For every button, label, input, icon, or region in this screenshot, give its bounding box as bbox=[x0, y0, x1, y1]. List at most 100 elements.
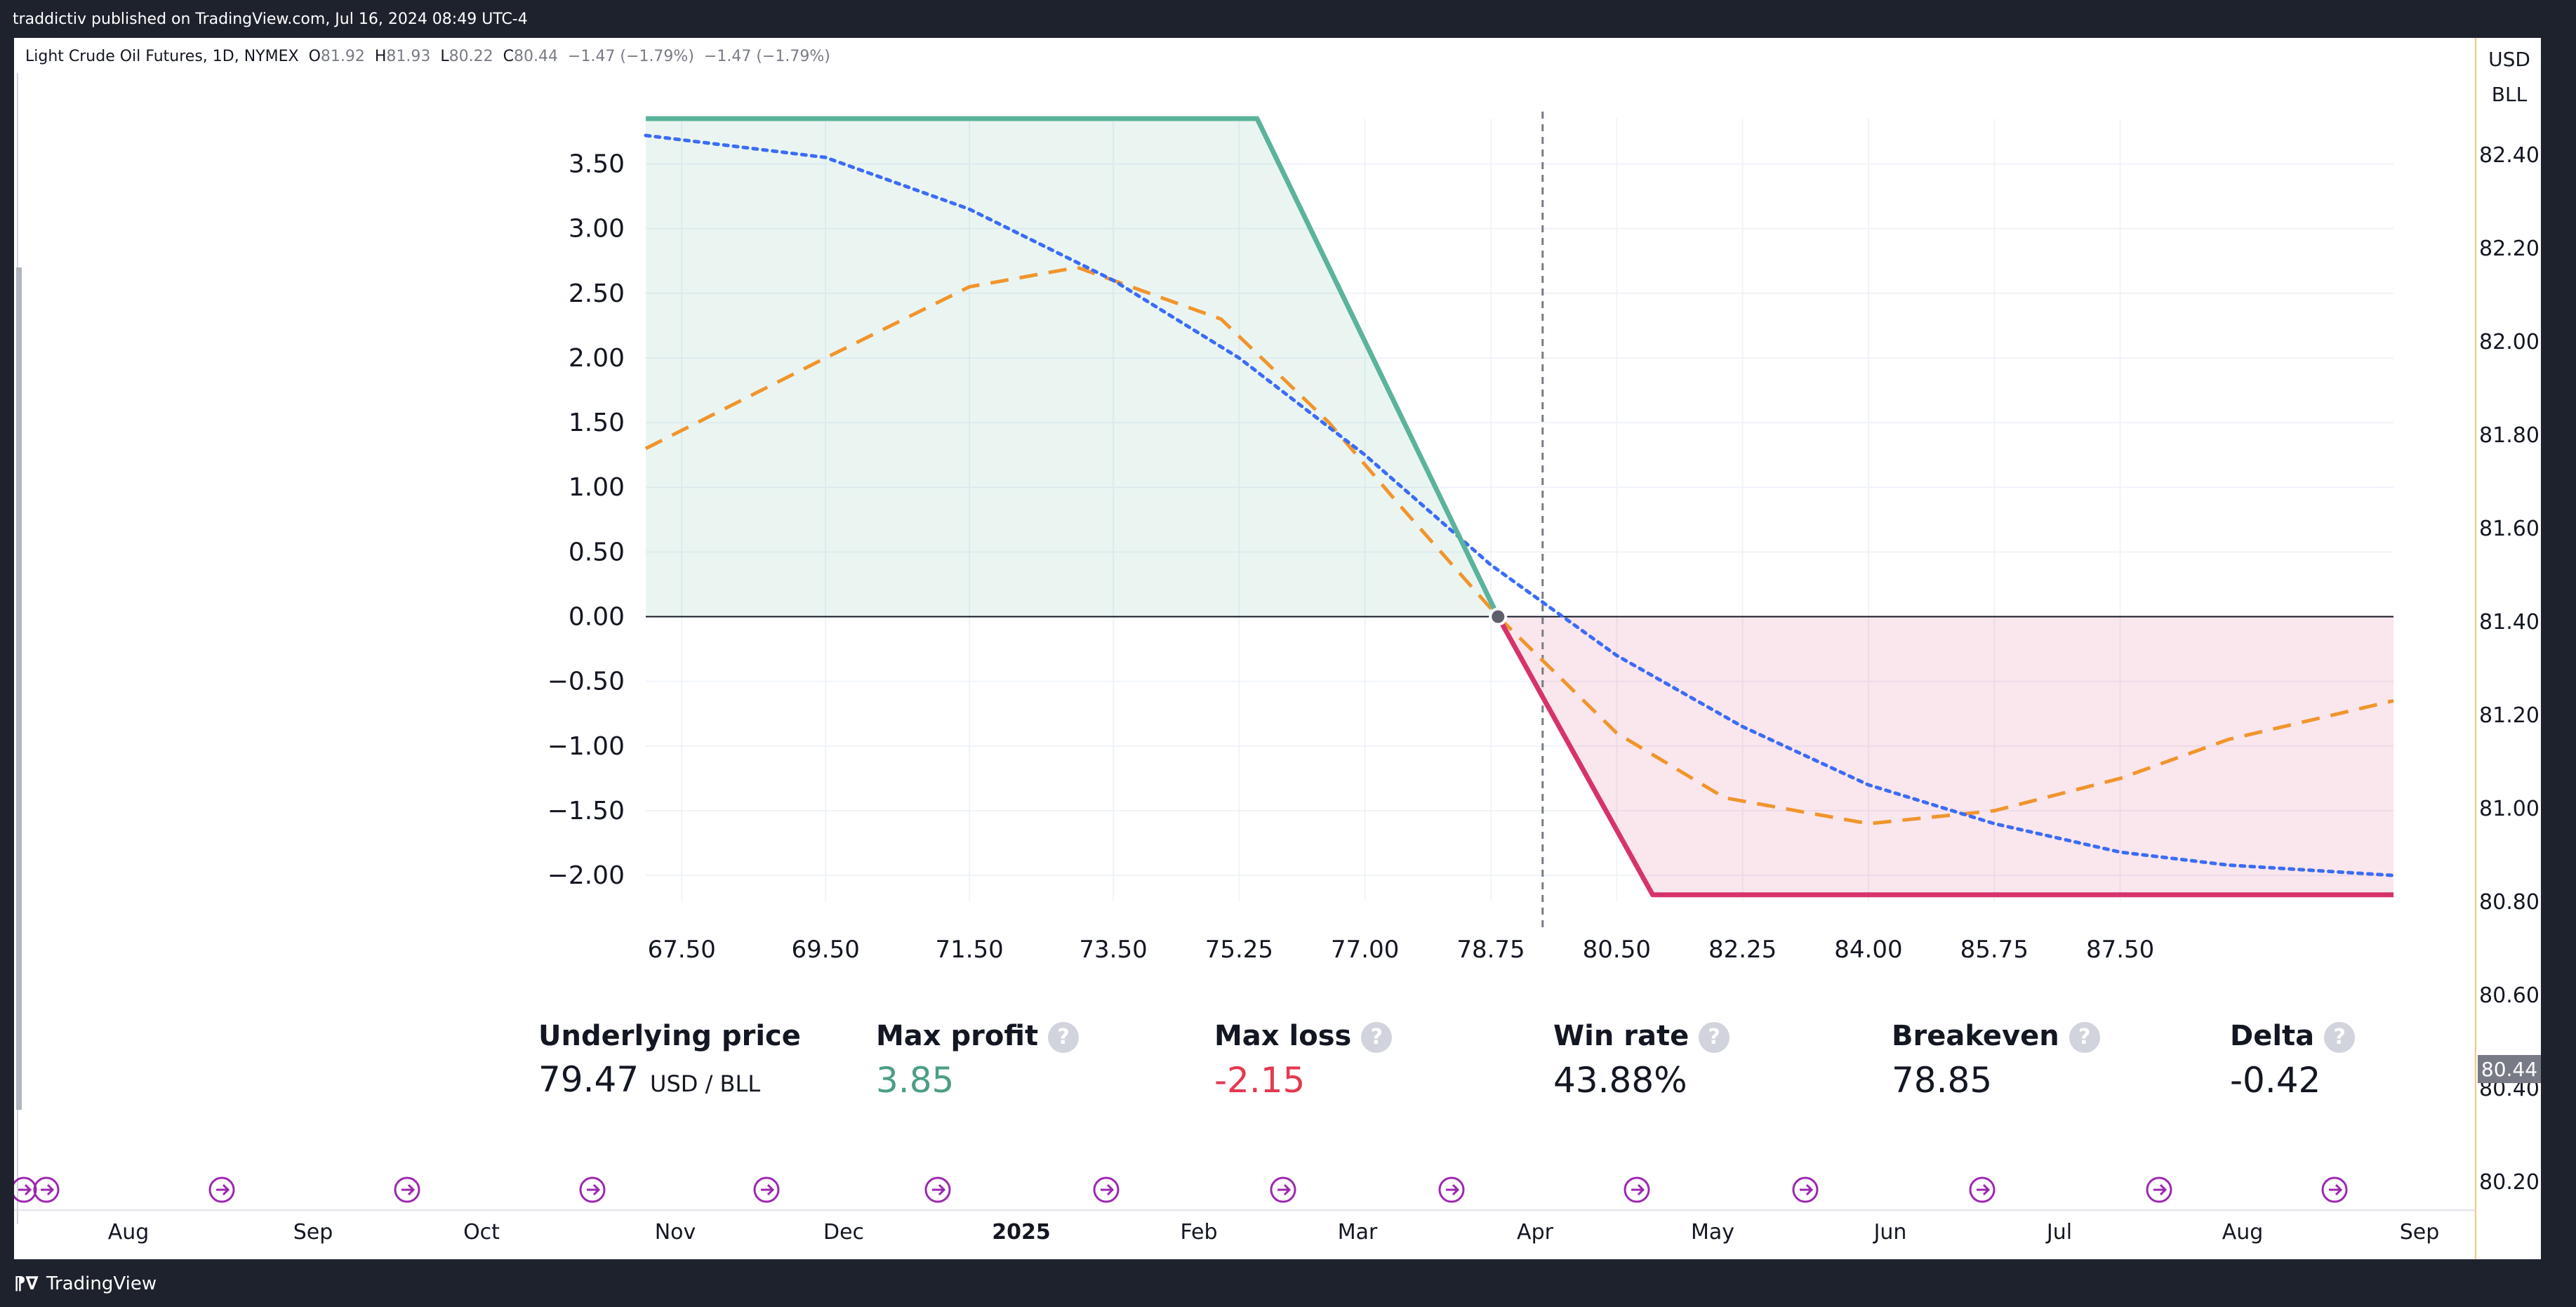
x-tick-label: 67.50 bbox=[648, 936, 716, 964]
event-arrow-icon bbox=[33, 1176, 60, 1203]
brand-name[interactable]: TradingView bbox=[46, 1273, 157, 1294]
x-tick-label: 80.50 bbox=[1583, 936, 1651, 964]
currency-label: USD bbox=[2488, 48, 2530, 71]
time-label: Oct bbox=[463, 1220, 500, 1245]
published-text: traddictiv published on TradingView.com,… bbox=[13, 11, 528, 28]
price-tick-label: 81.00 bbox=[2479, 797, 2540, 821]
event-arrow-glyph bbox=[18, 1183, 32, 1196]
event-arrow-icon bbox=[2321, 1176, 2348, 1203]
event-arrow-glyph bbox=[587, 1183, 601, 1196]
event-arrow-glyph bbox=[2153, 1183, 2167, 1196]
event-arrow-icon bbox=[924, 1176, 951, 1203]
stat-max-profit: Max profit? 3.85 bbox=[876, 1020, 1080, 1101]
stat-delta: Delta? -0.42 bbox=[2230, 1020, 2356, 1101]
stat-label: Delta bbox=[2230, 1020, 2315, 1052]
event-arrow-icon bbox=[1438, 1176, 1465, 1203]
stat-value: -2.15 bbox=[1214, 1060, 1306, 1101]
price-tick-label: 80.20 bbox=[2479, 1170, 2540, 1195]
stat-breakeven: Breakeven? 78.85 bbox=[1892, 1020, 2100, 1101]
y-tick-label: 1.50 bbox=[569, 409, 625, 437]
event-arrow-icon bbox=[394, 1176, 420, 1203]
x-tick-label: 75.25 bbox=[1205, 936, 1273, 964]
close-label: C bbox=[503, 48, 514, 65]
y-tick-label: −2.00 bbox=[547, 861, 625, 890]
time-label: Feb bbox=[1180, 1220, 1217, 1245]
time-label: Apr bbox=[1517, 1220, 1554, 1245]
stat-label: Underlying price bbox=[538, 1020, 801, 1052]
chart-panel: USD BLL 82.40 82.20 82.00 81.80 81.60 81.40 81… bbox=[14, 38, 2541, 1259]
profit-area bbox=[646, 119, 1499, 617]
event-arrow-glyph bbox=[1446, 1183, 1460, 1196]
high-label: H bbox=[374, 48, 387, 65]
x-tick-label: 85.75 bbox=[1960, 936, 2029, 964]
stat-value: 3.85 bbox=[876, 1060, 955, 1101]
x-tick-label: 69.50 bbox=[792, 936, 860, 964]
tradingview-logo-icon[interactable]: ⁋∇ bbox=[14, 1273, 39, 1294]
price-axis[interactable]: USD BLL 82.40 82.20 82.00 81.80 81.60 81.40 81… bbox=[2474, 38, 2541, 1259]
symbol-legend: Light Crude Oil Futures, 1D, NYMEX O81.9… bbox=[25, 48, 830, 65]
series-t0-line bbox=[644, 133, 2396, 877]
question-icon[interactable]: ? bbox=[2324, 1022, 2356, 1053]
event-arrow-icon bbox=[14, 1176, 37, 1203]
time-label: Mar bbox=[1338, 1220, 1378, 1245]
y-tick-label: 0.00 bbox=[569, 603, 625, 632]
time-label: Sep bbox=[2400, 1220, 2440, 1245]
event-arrow-glyph bbox=[1101, 1183, 1115, 1196]
time-axis[interactable]: Aug Sep Oct Nov Dec 2025 Feb Mar Apr May Jun Jul Aug… bbox=[14, 1176, 2476, 1245]
event-arrow-glyph bbox=[761, 1183, 775, 1196]
x-tick-label: 78.75 bbox=[1456, 936, 1525, 964]
event-arrow-icon bbox=[1969, 1176, 1996, 1203]
x-tick-label: 87.50 bbox=[2086, 936, 2154, 964]
event-arrow-icon bbox=[1093, 1176, 1120, 1203]
stat-max-loss: Max loss? -2.15 bbox=[1214, 1020, 1393, 1101]
event-arrow-icon bbox=[753, 1176, 780, 1203]
time-label: Nov bbox=[655, 1220, 696, 1245]
price-tick-label: 82.00 bbox=[2479, 330, 2540, 354]
event-arrow-glyph bbox=[2329, 1183, 2343, 1196]
price-tick-label: 80.80 bbox=[2479, 890, 2540, 915]
change-value: −1.47 (−1.79%) bbox=[568, 48, 694, 65]
event-arrow-glyph bbox=[216, 1183, 230, 1196]
stat-label: Win rate bbox=[1553, 1020, 1689, 1052]
loss-area bbox=[1498, 616, 2394, 895]
event-arrow-glyph bbox=[41, 1183, 55, 1196]
payoff-loss-line bbox=[1496, 615, 2394, 898]
time-label: Jul bbox=[2045, 1220, 2072, 1245]
question-icon[interactable]: ? bbox=[1699, 1022, 1730, 1053]
price-tick-label: 81.20 bbox=[2479, 703, 2540, 728]
time-label: May bbox=[1691, 1220, 1734, 1245]
left-scrollbar[interactable] bbox=[16, 73, 22, 1224]
time-label: 2025 bbox=[992, 1220, 1051, 1245]
y-tick-label: 2.50 bbox=[569, 279, 625, 308]
stat-underlying-price: Underlying price 79.47 USD / BLL bbox=[538, 1020, 801, 1100]
stat-value: 43.88% bbox=[1553, 1060, 1687, 1101]
symbol-name: Light Crude Oil Futures, 1D, NYMEX bbox=[25, 48, 299, 65]
event-arrow-glyph bbox=[1800, 1183, 1814, 1196]
y-tick-label: 3.00 bbox=[569, 215, 625, 244]
payoff-chart[interactable]: USD BLL 82.40 82.20 82.00 81.80 81.60 81.40 81… bbox=[14, 38, 2541, 1259]
y-tick-label: 2.00 bbox=[569, 344, 625, 373]
event-arrow-icon bbox=[579, 1176, 606, 1203]
time-label: Sep bbox=[293, 1220, 333, 1245]
last-price-label: 80.44 bbox=[2481, 1058, 2537, 1081]
close-value: 80.44 bbox=[514, 48, 559, 65]
time-label: Jun bbox=[1873, 1220, 1907, 1245]
stat-unit: USD / BLL bbox=[650, 1070, 761, 1097]
bottom-bar: ⁋∇ TradingView bbox=[0, 1259, 2576, 1307]
price-tick-label: 81.80 bbox=[2479, 423, 2540, 448]
event-arrow-icon bbox=[1270, 1176, 1296, 1203]
y-tick-label: −0.50 bbox=[547, 668, 625, 696]
y-tick-label: −1.00 bbox=[547, 732, 625, 761]
event-arrow-icon bbox=[1624, 1176, 1650, 1203]
price-tick-label: 82.20 bbox=[2479, 237, 2540, 261]
price-tick-label: 82.40 bbox=[2479, 143, 2540, 168]
time-label: Aug bbox=[108, 1220, 150, 1245]
price-tick-label: 81.60 bbox=[2479, 517, 2540, 541]
question-icon[interactable]: ? bbox=[1048, 1022, 1080, 1053]
y-tick-label: −1.50 bbox=[547, 797, 625, 825]
question-icon[interactable]: ? bbox=[1361, 1022, 1393, 1053]
y-tick-label: 1.00 bbox=[569, 473, 625, 502]
question-icon[interactable]: ? bbox=[2069, 1022, 2100, 1053]
high-value: 81.93 bbox=[386, 48, 431, 65]
event-arrow-icon bbox=[1792, 1176, 1819, 1203]
